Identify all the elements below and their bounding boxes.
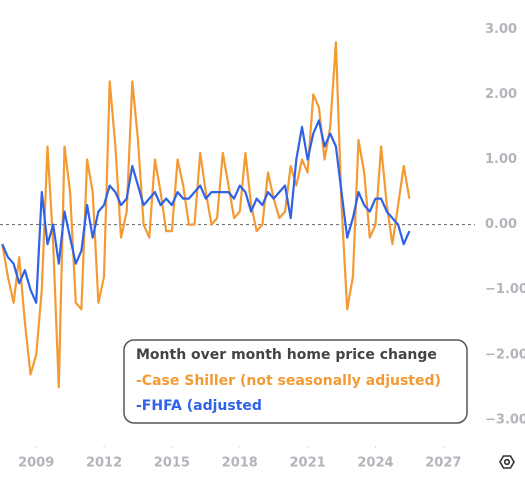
x-tick-label: 2012 xyxy=(86,456,122,471)
y-tick-label: −1.00 xyxy=(485,282,525,297)
settings-icon[interactable] xyxy=(499,455,515,469)
series-line xyxy=(1,41,411,389)
x-tick-label: 2018 xyxy=(222,456,258,471)
series-line xyxy=(1,119,411,304)
x-tick-label: 2027 xyxy=(425,456,461,471)
x-tick-label: 2021 xyxy=(290,456,326,471)
legend-box xyxy=(123,339,468,424)
y-tick-label: −3.00 xyxy=(485,412,525,427)
y-tick-label: 3.00 xyxy=(485,22,517,37)
y-tick-label: 2.00 xyxy=(485,87,517,102)
x-tick-label: 2015 xyxy=(154,456,190,471)
plot-area: 3.00 2.00 1.00 0.00 −1.00 −2.00 −3.00 2009 2012 2… xyxy=(0,22,525,471)
x-tick-label: 2024 xyxy=(357,456,393,471)
x-tick-label: 2009 xyxy=(18,456,54,471)
y-tick-label: 1.00 xyxy=(485,152,517,167)
legend-entry: -FHFA (adjusted xyxy=(136,398,262,414)
legend-title: Month over month home price change xyxy=(136,347,437,363)
y-tick-label: 0.00 xyxy=(485,217,517,232)
legend-entry: -Case Shiller (not seasonally adjusted) xyxy=(136,373,441,389)
y-tick-label: −2.00 xyxy=(485,347,525,362)
